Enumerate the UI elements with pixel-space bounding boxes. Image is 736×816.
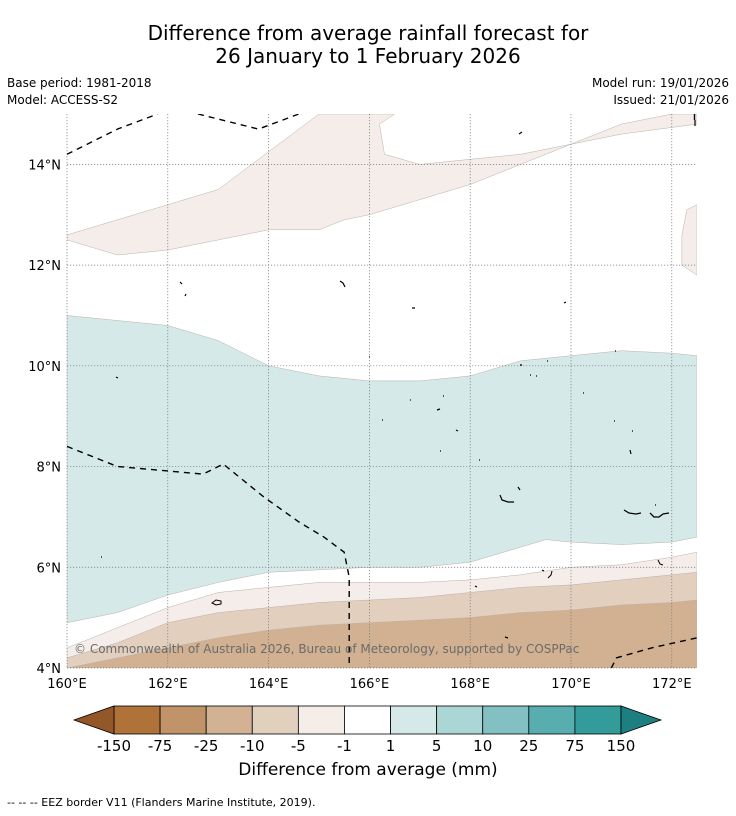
eez-border-line bbox=[67, 114, 158, 155]
colorbar-segment bbox=[297, 705, 345, 735]
colorbar-segment bbox=[251, 705, 299, 735]
colorbar-tick-label: 25 bbox=[519, 737, 538, 755]
copyright-text: © Commonwealth of Australia 2026, Bureau… bbox=[74, 642, 579, 656]
model-run: Model run: 19/01/2026 bbox=[591, 76, 729, 90]
colorbar-tick-label: 150 bbox=[607, 737, 636, 755]
rainfall-regions bbox=[67, 114, 697, 668]
dry-band-1-5-north bbox=[67, 114, 697, 256]
colorbar-high-extend bbox=[620, 705, 663, 735]
lat-tick-label: 6°N bbox=[37, 561, 62, 576]
dry-band-10-25 bbox=[67, 599, 697, 668]
title-line-1: Difference from average rainfall forecas… bbox=[147, 21, 589, 45]
base-period: Base period: 1981-2018 bbox=[7, 76, 152, 90]
title-line-2: 26 January to 1 February 2026 bbox=[215, 44, 521, 68]
colorbar-segment bbox=[528, 705, 576, 735]
eez-border-line bbox=[67, 445, 350, 668]
issued-date: Issued: 21/01/2026 bbox=[613, 93, 729, 107]
island bbox=[623, 509, 670, 518]
colorbar-tick-label: 10 bbox=[473, 737, 492, 755]
colorbar-tick-label: -1 bbox=[337, 737, 352, 755]
colorbar-segment bbox=[205, 705, 253, 735]
island bbox=[499, 486, 521, 503]
colorbar-tick-label: -10 bbox=[240, 737, 265, 755]
colorbar-tick-label: 75 bbox=[565, 737, 584, 755]
colorbar-title: Difference from average (mm) bbox=[238, 760, 498, 780]
lon-tick-label: 170°E bbox=[551, 677, 591, 692]
map-title: Difference from average rainfall forecas… bbox=[0, 22, 736, 68]
colorbar-tick-label: 5 bbox=[432, 737, 442, 755]
meta-left: Base period: 1981-2018 Model: ACCESS-S2 bbox=[7, 75, 152, 109]
colorbar-tick-label: -75 bbox=[148, 737, 173, 755]
colorbar-segment bbox=[159, 705, 207, 735]
colorbar-low-extend bbox=[72, 705, 115, 735]
colorbar-segment bbox=[344, 705, 391, 735]
colorbar-tick-label: -5 bbox=[291, 737, 306, 755]
dry-band-1-5-east bbox=[681, 204, 697, 276]
eez-border-line bbox=[610, 637, 697, 668]
axis-labels: 160°E 162°E 164°E 166°E 168°E 170°E 172°E 4°N 6°… bbox=[28, 158, 691, 692]
eez-borders bbox=[67, 114, 697, 668]
colorbar-tick-label: -25 bbox=[194, 737, 219, 755]
lat-tick-label: 4°N bbox=[37, 662, 62, 677]
wet-band-1-5 bbox=[67, 315, 697, 623]
lon-tick-label: 168°E bbox=[450, 677, 490, 692]
lon-tick-label: 160°E bbox=[47, 677, 87, 692]
colorbar-segment bbox=[390, 705, 438, 735]
lat-tick-label: 14°N bbox=[28, 158, 61, 173]
island bbox=[211, 599, 222, 606]
colorbar-tick-label: -150 bbox=[97, 737, 131, 755]
lon-tick-label: 172°E bbox=[652, 677, 692, 692]
colorbar-segment bbox=[482, 705, 530, 735]
eez-legend-note: -- -- -- EEZ border V11 (Flanders Marine… bbox=[7, 796, 316, 809]
lon-tick-label: 166°E bbox=[350, 677, 390, 692]
model-name: Model: ACCESS-S2 bbox=[7, 93, 119, 107]
colorbar-segment bbox=[574, 705, 622, 735]
lon-tick-label: 162°E bbox=[148, 677, 188, 692]
meta-right: Model run: 19/01/2026 Issued: 21/01/2026 bbox=[592, 75, 729, 109]
colorbar-segment bbox=[113, 705, 161, 735]
lat-tick-label: 10°N bbox=[28, 360, 61, 375]
colorbar-tick-label: 1 bbox=[386, 737, 396, 755]
island bbox=[547, 559, 664, 579]
graticule bbox=[66, 114, 697, 669]
lon-tick-label: 164°E bbox=[249, 677, 289, 692]
colorbar-segment bbox=[436, 705, 484, 735]
lat-tick-label: 12°N bbox=[28, 259, 61, 274]
lat-tick-label: 8°N bbox=[37, 461, 62, 476]
